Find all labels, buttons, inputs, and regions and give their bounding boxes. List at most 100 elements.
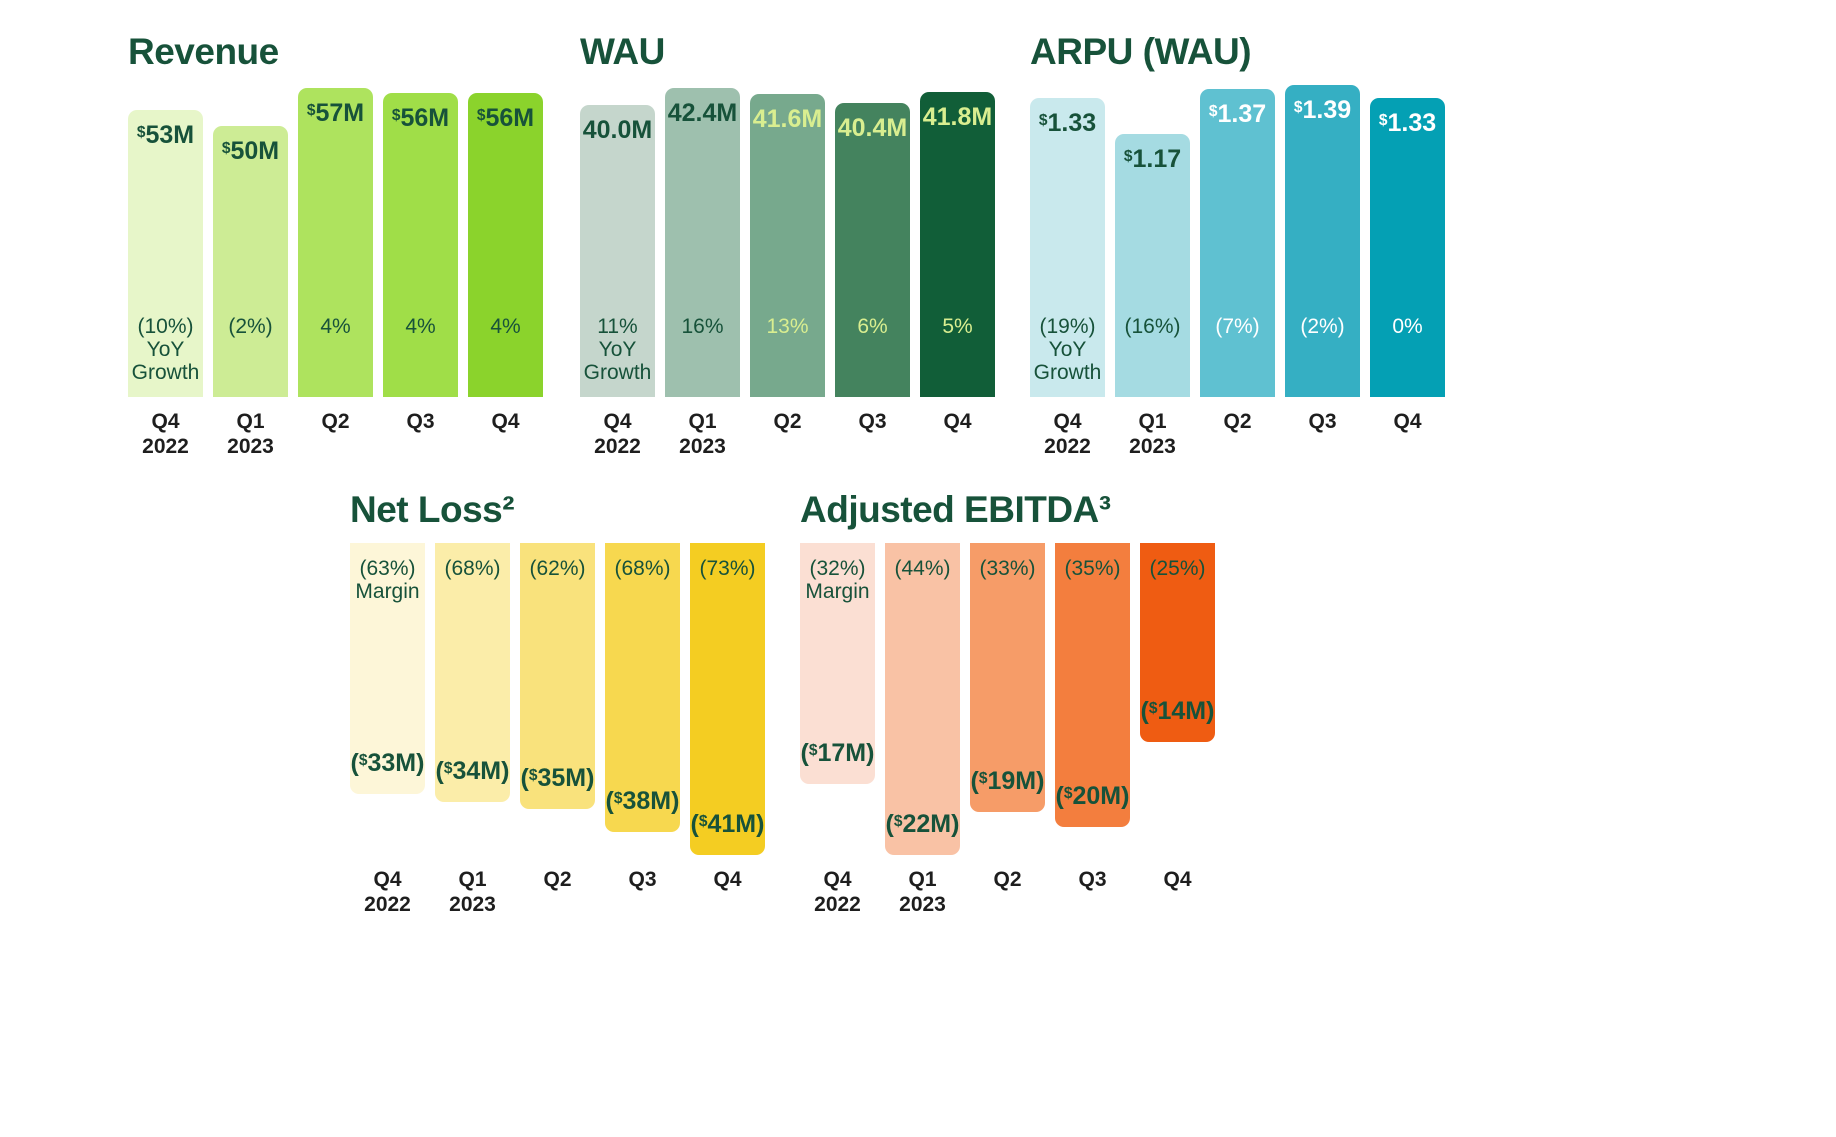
adjusted-ebitda-chart-title: Adjusted EBITDA³ bbox=[800, 489, 1111, 530]
axis-label: Q1 2023 bbox=[679, 410, 726, 458]
dollar-sign: $ bbox=[613, 789, 623, 807]
bar-percent-label: 4% bbox=[320, 315, 351, 338]
wau-chart-title: WAU bbox=[580, 31, 665, 72]
axis-label: Q2 bbox=[321, 410, 350, 433]
dollar-sign: $ bbox=[1038, 111, 1048, 129]
adjusted-ebitda-chart: Adjusted EBITDA³ (32%) Margin ($17M) (44%)… bbox=[800, 488, 1215, 917]
netloss-bar-q3: (68%) ($38M) bbox=[605, 543, 680, 832]
dollar-sign: $ bbox=[136, 123, 146, 141]
wau-bar-q3: 40.4M 6% bbox=[835, 103, 910, 397]
netloss-bar-q1-2023: (68%) ($34M) bbox=[435, 543, 510, 802]
bar-value-label: ($20M) bbox=[1055, 782, 1130, 810]
bar-value-label: $1.17 bbox=[1123, 145, 1182, 173]
bar-percent-label: 11% YoY Growth bbox=[583, 315, 652, 384]
ebitda-bar-q4-2022: (32%) Margin ($17M) bbox=[800, 543, 875, 784]
net-loss-chart-title: Net Loss² bbox=[350, 489, 515, 530]
ebitda-bar-q1-2023: (44%) ($22M) bbox=[885, 543, 960, 855]
bar-value-label: ($34M) bbox=[435, 757, 510, 785]
axis-label: Q2 bbox=[773, 410, 802, 433]
bar-value-label: $1.39 bbox=[1293, 96, 1352, 124]
bar-value-label: ($41M) bbox=[690, 810, 765, 838]
axis-label: Q4 2022 bbox=[364, 868, 411, 916]
axis-label: Q4 bbox=[1163, 868, 1192, 891]
axis-label: Q4 2022 bbox=[594, 410, 641, 458]
bar-percent-label: (33%) bbox=[979, 557, 1036, 580]
axis-label: Q2 bbox=[993, 868, 1022, 891]
axis-label: Q4 bbox=[943, 410, 972, 433]
dollar-sign: $ bbox=[1293, 98, 1303, 116]
adjusted-ebitda-axis: Q4 2022 Q1 2023 Q2 Q3 Q4 bbox=[800, 867, 1215, 917]
axis-label: Q4 bbox=[713, 868, 742, 891]
wau-bar-q2: 41.6M 13% bbox=[750, 94, 825, 397]
bar-percent-label: 0% bbox=[1392, 315, 1423, 338]
net-loss-axis: Q4 2022 Q1 2023 Q2 Q3 Q4 bbox=[350, 867, 765, 917]
bar-percent-label: 5% bbox=[942, 315, 973, 338]
bar-value-label: ($38M) bbox=[605, 787, 680, 815]
bar-value-label: $50M bbox=[221, 137, 280, 165]
dollar-sign: $ bbox=[893, 812, 903, 830]
dollar-sign: $ bbox=[1063, 784, 1073, 802]
wau-axis: Q4 2022 Q1 2023 Q2 Q3 Q4 bbox=[580, 409, 995, 459]
revenue-bars: $53M (10%) YoY Growth $50M (2%) $57M 4% $56M 4%… bbox=[128, 85, 543, 397]
dollar-sign: $ bbox=[1148, 699, 1158, 717]
bar-percent-label: 16% bbox=[681, 315, 724, 338]
axis-label: Q4 bbox=[1393, 410, 1422, 433]
ebitda-bar-q3: (35%) ($20M) bbox=[1055, 543, 1130, 827]
revenue-chart: Revenue $53M (10%) YoY Growth $50M (2%) $57M… bbox=[128, 30, 543, 459]
arpu-bars: $1.33 (19%) YoY Growth $1.17 (16%) $1.37 (7%)… bbox=[1030, 85, 1445, 397]
arpu-axis: Q4 2022 Q1 2023 Q2 Q3 Q4 bbox=[1030, 409, 1445, 459]
axis-label: Q4 2022 bbox=[814, 868, 861, 916]
dollar-sign: $ bbox=[443, 759, 453, 777]
bar-value-label: 40.4M bbox=[837, 114, 908, 142]
dollar-sign: $ bbox=[978, 769, 988, 787]
dollar-sign: $ bbox=[358, 751, 368, 769]
axis-label: Q2 bbox=[1223, 410, 1252, 433]
bar-value-label: ($14M) bbox=[1140, 697, 1215, 725]
axis-label: Q4 bbox=[491, 410, 520, 433]
axis-label: Q1 2023 bbox=[899, 868, 946, 916]
bar-value-label: ($35M) bbox=[520, 764, 595, 792]
wau-bar-q4-2022: 40.0M 11% YoY Growth bbox=[580, 105, 655, 397]
bar-percent-label: (62%) bbox=[529, 557, 586, 580]
axis-label: Q2 bbox=[543, 868, 572, 891]
netloss-bar-q2: (62%) ($35M) bbox=[520, 543, 595, 809]
bar-percent-label: 4% bbox=[490, 315, 521, 338]
arpu-bar-q1-2023: $1.17 (16%) bbox=[1115, 134, 1190, 397]
bar-value-label: $57M bbox=[306, 99, 365, 127]
bar-percent-label: (16%) bbox=[1124, 315, 1181, 338]
arpu-bar-q4-2022: $1.33 (19%) YoY Growth bbox=[1030, 98, 1105, 397]
bar-percent-label: (7%) bbox=[1215, 315, 1260, 338]
axis-label: Q1 2023 bbox=[1129, 410, 1176, 458]
wau-bars: 40.0M 11% YoY Growth 42.4M 16% 41.6M 13% 40.4M… bbox=[580, 85, 995, 397]
dollar-sign: $ bbox=[221, 139, 231, 157]
axis-label: Q3 bbox=[1078, 868, 1107, 891]
axis-label: Q3 bbox=[628, 868, 657, 891]
bar-value-label: $1.33 bbox=[1378, 109, 1437, 137]
bar-percent-label: (44%) bbox=[894, 557, 951, 580]
bar-percent-label: (73%) bbox=[699, 557, 756, 580]
net-loss-chart: Net Loss² (63%) Margin ($33M) (68%) ($34M)(… bbox=[350, 488, 765, 917]
bar-value-label: $1.33 bbox=[1038, 109, 1097, 137]
bar-value-label: $53M bbox=[136, 121, 195, 149]
axis-label: Q1 2023 bbox=[449, 868, 496, 916]
revenue-bar-q4: $56M 4% bbox=[468, 93, 543, 397]
bar-value-label: 42.4M bbox=[667, 99, 738, 127]
bar-percent-label: (19%) YoY Growth bbox=[1033, 315, 1102, 384]
revenue-axis: Q4 2022 Q1 2023 Q2 Q3 Q4 bbox=[128, 409, 543, 459]
axis-label: Q3 bbox=[858, 410, 887, 433]
arpu-chart-title: ARPU (WAU) bbox=[1030, 31, 1252, 72]
bar-percent-label: (2%) bbox=[228, 315, 273, 338]
bar-value-label: 40.0M bbox=[582, 116, 653, 144]
dollar-sign: $ bbox=[1378, 111, 1388, 129]
arpu-bar-q4: $1.33 0% bbox=[1370, 98, 1445, 397]
dollar-sign: $ bbox=[698, 812, 708, 830]
bar-percent-label: (68%) bbox=[614, 557, 671, 580]
axis-label: Q3 bbox=[1308, 410, 1337, 433]
netloss-bar-q4: (73%) ($41M) bbox=[690, 543, 765, 855]
bar-percent-label: (2%) bbox=[1300, 315, 1345, 338]
bar-value-label: $1.37 bbox=[1208, 100, 1267, 128]
bar-percent-label: (10%) YoY Growth bbox=[131, 315, 200, 384]
dollar-sign: $ bbox=[528, 766, 538, 784]
bar-value-label: $56M bbox=[391, 104, 450, 132]
wau-bar-q4: 41.8M 5% bbox=[920, 92, 995, 397]
